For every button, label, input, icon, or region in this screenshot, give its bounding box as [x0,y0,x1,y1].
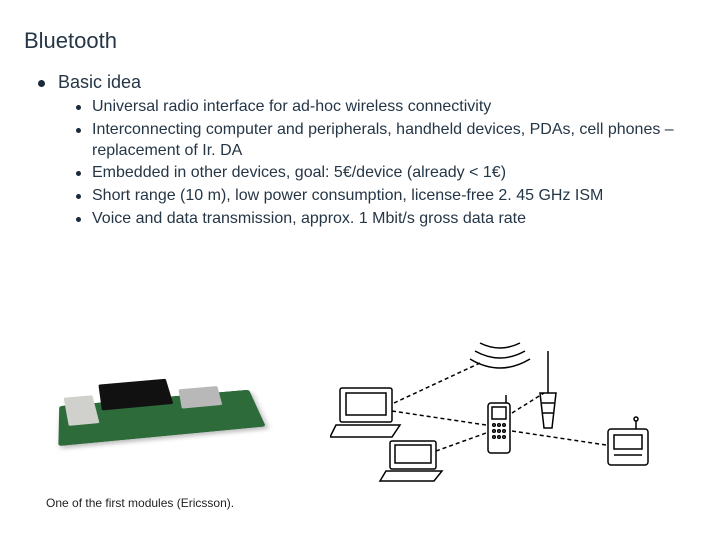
antenna-tower-icon [540,351,556,428]
pda-icon [608,417,648,465]
slide: Bluetooth Basic idea Universal radio int… [0,0,720,540]
bullet-text: Short range (10 m), low power consumptio… [92,187,603,204]
bullet-text: Universal radio interface for ad-hoc wir… [92,98,491,115]
figure-caption: One of the first modules (Ericsson). [46,496,234,510]
lvl2-item: Voice and data transmission, approx. 1 M… [76,209,696,230]
lvl1-item: Basic idea Universal radio interface for… [38,72,696,230]
adhoc-network-diagram [330,333,660,483]
bluetooth-module-image [60,358,270,458]
laptop-icon [330,388,400,437]
laptop-icon [380,441,442,481]
rf-shield-icon [64,395,100,426]
lvl1-heading: Basic idea [58,72,141,92]
diagram-svg [330,333,660,483]
slide-title: Bluetooth [24,28,696,54]
lvl2-item: Interconnecting computer and peripherals… [76,120,696,162]
bullet-text: Voice and data transmission, approx. 1 M… [92,210,526,227]
lvl2-item: Universal radio interface for ad-hoc wir… [76,97,696,118]
chip-icon [179,386,223,409]
lvl2-item: Short range (10 m), low power consumptio… [76,186,696,207]
bullet-list-lvl2: Universal radio interface for ad-hoc wir… [58,97,696,230]
lvl2-item: Embedded in other devices, goal: 5€/devi… [76,163,696,184]
bullet-list-lvl1: Basic idea Universal radio interface for… [24,72,696,230]
cellphone-icon [488,395,510,453]
figure-row [60,338,680,478]
bullet-text: Embedded in other devices, goal: 5€/devi… [92,164,506,181]
bullet-text: Interconnecting computer and peripherals… [92,121,674,159]
